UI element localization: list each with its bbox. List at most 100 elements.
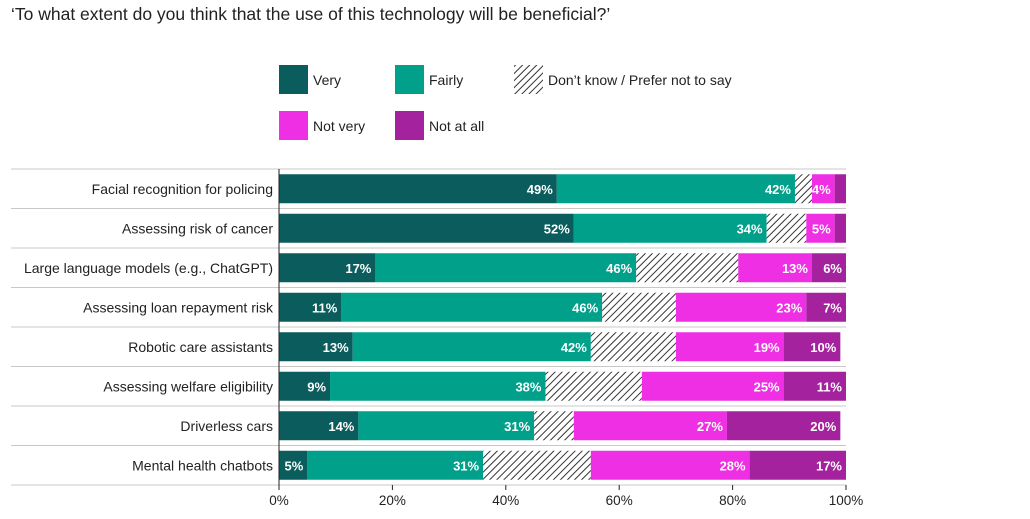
bar-not-very	[675, 332, 784, 362]
data-label: 34%	[737, 221, 763, 236]
category-label: Driverless cars	[180, 418, 273, 434]
data-label: 10%	[810, 340, 836, 355]
category-label: Robotic care assistants	[128, 339, 273, 355]
data-label: 13%	[782, 261, 808, 276]
chart-title: ‘To what extent do you think that the us…	[11, 4, 611, 24]
data-label: 6%	[823, 261, 842, 276]
bar-don-t-know-prefer-not-to-say	[545, 371, 642, 401]
bar-fairly	[341, 292, 603, 322]
bar-fairly	[330, 371, 546, 401]
bar-not-at-all	[749, 450, 846, 480]
legend-label-don-t-know-prefer-not-to-say: Don’t know / Prefer not to say	[548, 72, 732, 88]
data-label: 11%	[312, 300, 338, 315]
bar-not-at-all	[783, 332, 841, 362]
bar-don-t-know-prefer-not-to-say	[794, 174, 812, 204]
bar-not-very	[641, 371, 784, 401]
category-label: Facial recognition for policing	[92, 181, 273, 197]
category-label: Large language models (e.g., ChatGPT)	[24, 260, 273, 276]
bar-don-t-know-prefer-not-to-say	[534, 411, 574, 441]
data-label: 46%	[572, 300, 598, 315]
data-label: 13%	[323, 340, 349, 355]
bar-don-t-know-prefer-not-to-say	[590, 332, 676, 362]
legend-swatch-very	[279, 65, 308, 94]
data-label: 31%	[504, 419, 530, 434]
data-label: 19%	[754, 340, 780, 355]
bar-fairly	[375, 253, 637, 283]
data-label: 4%	[812, 182, 831, 197]
data-label: 11%	[817, 379, 843, 394]
data-label: 5%	[812, 221, 831, 236]
data-label: 5%	[285, 458, 304, 473]
bar-not-at-all	[726, 411, 841, 441]
data-label: 14%	[328, 419, 354, 434]
data-label: 27%	[697, 419, 723, 434]
bar-not-at-all	[834, 174, 846, 204]
category-label: Mental health chatbots	[132, 457, 273, 473]
legend-label-not-at-all: Not at all	[429, 118, 484, 134]
legend: Very Fairly Don’t know / Prefer not to say…	[279, 65, 732, 140]
bar-not-very	[738, 253, 812, 283]
x-tick-label: 20%	[379, 493, 406, 508]
legend-label-fairly: Fairly	[429, 72, 463, 88]
data-label: 31%	[453, 458, 479, 473]
category-label: Assessing loan repayment risk	[83, 299, 274, 315]
bar-not-very	[811, 174, 835, 204]
row-separators	[11, 168, 846, 486]
legend-swatch-fairly	[395, 65, 424, 94]
x-tick-label: 100%	[829, 493, 864, 508]
bar-not-very	[675, 292, 807, 322]
bar-fairly	[307, 450, 484, 480]
bar-very	[279, 174, 557, 204]
x-tick-label: 0%	[269, 493, 289, 508]
bar-fairly	[352, 332, 591, 362]
bar-very	[279, 292, 342, 322]
legend-label-very: Very	[313, 72, 341, 88]
x-tick-label: 80%	[719, 493, 746, 508]
bar-not-very	[573, 411, 727, 441]
data-label: 7%	[823, 300, 842, 315]
data-label: 42%	[561, 340, 587, 355]
bar-fairly	[556, 174, 795, 204]
data-label: 38%	[515, 379, 541, 394]
data-label: 25%	[754, 379, 780, 394]
bar-not-at-all	[834, 213, 846, 243]
bar-very	[279, 371, 331, 401]
bar-not-very	[806, 213, 835, 243]
data-label: 46%	[606, 261, 632, 276]
bar-fairly	[358, 411, 535, 441]
legend-label-not-very: Not very	[313, 118, 365, 134]
bar-very	[279, 213, 574, 243]
data-label: 17%	[816, 458, 842, 473]
bars: Facial recognition for policing 49% 42% 4% A…	[24, 174, 846, 480]
data-label: 42%	[765, 182, 791, 197]
data-label: 17%	[345, 261, 371, 276]
legend-swatch-not-at-all	[395, 111, 424, 140]
bar-not-at-all	[811, 253, 846, 283]
bar-very	[279, 450, 308, 480]
legend-swatch-don-t-know-prefer-not-to-say	[514, 65, 543, 94]
bar-don-t-know-prefer-not-to-say	[602, 292, 676, 322]
bar-not-at-all	[806, 292, 846, 322]
x-tick-label: 40%	[492, 493, 519, 508]
bar-not-very	[590, 450, 750, 480]
data-label: 23%	[776, 300, 802, 315]
legend-swatch-not-very	[279, 111, 308, 140]
category-label: Assessing risk of cancer	[122, 220, 273, 236]
x-tick-label: 60%	[606, 493, 633, 508]
bar-very	[279, 253, 376, 283]
category-label: Assessing welfare eligibility	[103, 378, 273, 394]
data-label: 52%	[544, 221, 570, 236]
bar-fairly	[573, 213, 767, 243]
bar-don-t-know-prefer-not-to-say	[766, 213, 807, 243]
bar-don-t-know-prefer-not-to-say	[636, 253, 739, 283]
bar-very	[279, 332, 353, 362]
bar-very	[279, 411, 359, 441]
x-axis: 0% 20% 40% 60% 80% 100%	[269, 169, 863, 508]
data-label: 28%	[720, 458, 746, 473]
data-label: 9%	[307, 379, 326, 394]
data-label: 20%	[810, 419, 836, 434]
bar-not-at-all	[783, 371, 846, 401]
data-label: 49%	[527, 182, 553, 197]
bar-don-t-know-prefer-not-to-say	[483, 450, 591, 480]
